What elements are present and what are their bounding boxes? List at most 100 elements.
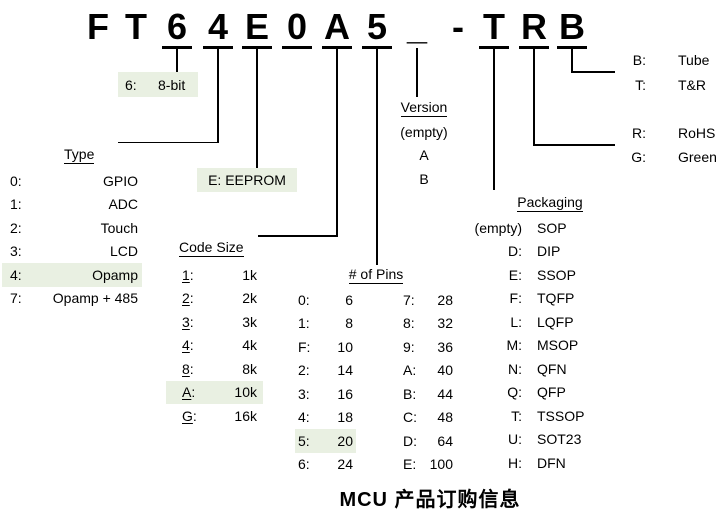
- callout-8bit-key: 6:: [125, 76, 137, 93]
- item-value: ADC: [108, 196, 138, 213]
- part-char: B: [557, 6, 587, 49]
- part-char: R: [519, 6, 549, 49]
- item-value: SSOP: [537, 266, 576, 283]
- list-item: (empty) SOP: [470, 216, 585, 240]
- item-key: C:: [403, 409, 417, 426]
- item-value: MSOP: [537, 337, 579, 354]
- item-value: 18: [337, 409, 353, 426]
- list-item: 0: GPIO: [2, 169, 142, 193]
- item-key: D:: [508, 243, 522, 260]
- item-value: TQFP: [537, 290, 575, 307]
- list-item: 8: 32: [400, 312, 456, 336]
- item-key: 4:: [182, 337, 194, 354]
- item-key: B:: [403, 385, 417, 402]
- connector-line-e: [256, 48, 258, 168]
- code-size-header: Code Size: [179, 239, 244, 257]
- item-key: 6:: [298, 456, 310, 473]
- connector-line-underscore: [416, 48, 418, 97]
- list-item: 2: 14: [295, 359, 356, 383]
- item-value: T&R: [678, 76, 706, 93]
- item-key: F:: [509, 290, 522, 307]
- item-value: 14: [337, 362, 353, 379]
- list-item: 4: 4k: [166, 334, 263, 358]
- item-key: 4:: [298, 409, 310, 426]
- item-key: 3:: [10, 243, 22, 260]
- item-value: 64: [437, 432, 453, 449]
- item-key: 2:: [182, 290, 194, 307]
- callout-eeprom: E: EEPROM: [197, 168, 297, 192]
- list-item: 2: 2k: [166, 287, 263, 311]
- code-size-list: 1: 1k 2: 2k 3: 3k 4: 4k 8: 8k A: 10k G: 16k: [166, 263, 263, 428]
- item-value: 6: [345, 291, 353, 308]
- item-key: 3:: [298, 385, 310, 402]
- list-item: E: 100: [400, 453, 456, 477]
- caption-text: MCU 产品订购信息: [339, 489, 521, 513]
- item-key: 3:: [182, 313, 194, 330]
- item-key: 8:: [182, 360, 194, 377]
- list-item: M: MSOP: [470, 334, 585, 358]
- item-key: T:: [511, 407, 522, 424]
- part-char: 4: [203, 9, 233, 49]
- item-value: 16: [337, 385, 353, 402]
- item-key: 2:: [10, 219, 22, 236]
- item-key: H:: [508, 454, 522, 471]
- list-item: F: 10: [295, 335, 356, 359]
- item-key: G:: [182, 407, 197, 424]
- item-value: LCD: [109, 243, 138, 260]
- item-value: 40: [437, 362, 453, 379]
- item-key: B:: [632, 51, 646, 68]
- item-key: E:: [403, 456, 417, 473]
- caption: MCU 产品订购信息: [310, 483, 550, 513]
- list-item: U: SOT23: [470, 428, 585, 452]
- item-value: SOT23: [537, 431, 582, 448]
- item-key: 5:: [298, 432, 310, 449]
- list-item: G: 16k: [166, 404, 263, 428]
- part-char: A: [322, 6, 352, 49]
- pins-list-col1: 0: 6 1: 8 F: 10 2: 14 3: 16 4: 18 5: 20 6: 24: [295, 288, 356, 476]
- list-item: G: Green: [630, 145, 724, 169]
- list-item: H: DFN: [470, 451, 585, 475]
- item-value: 28: [437, 291, 453, 308]
- connector-line-t: [493, 48, 495, 190]
- item-value: TSSOP: [537, 407, 585, 424]
- connector-line-4-horizontal: [118, 141, 219, 143]
- item-value: 2k: [242, 290, 257, 307]
- item-value: 3k: [242, 313, 257, 330]
- list-item: 2: Touch: [2, 216, 142, 240]
- item-value: 8k: [242, 360, 257, 377]
- version-option: B: [419, 170, 429, 187]
- item-value: DIP: [537, 243, 561, 260]
- item-key: D:: [403, 432, 417, 449]
- item-key: U:: [508, 431, 522, 448]
- list-item: B: Tube: [630, 47, 724, 72]
- item-value: Green: [678, 149, 717, 165]
- item-key: 9:: [403, 338, 415, 355]
- connector-line-r-vertical: [533, 48, 535, 144]
- item-key: T:: [635, 76, 646, 93]
- list-item: 6: 24: [295, 453, 356, 477]
- version-option: (empty): [400, 123, 448, 140]
- item-value: 44: [437, 385, 453, 402]
- item-key: A:: [182, 384, 196, 401]
- part-char: 5: [362, 9, 392, 49]
- item-key: (empty): [474, 219, 522, 236]
- callout-eeprom-label: E: EEPROM: [208, 172, 286, 188]
- item-key: R:: [632, 125, 646, 141]
- item-key: F:: [298, 338, 311, 355]
- list-item: F: TQFP: [470, 287, 585, 311]
- item-value: 48: [437, 409, 453, 426]
- type-list: 0: GPIO 1: ADC 2: Touch 3: LCD 4: Opamp 7: Opamp + …: [2, 169, 142, 310]
- part-char: _: [406, 6, 428, 47]
- item-value: LQFP: [537, 313, 574, 330]
- list-item: N: QFN: [470, 357, 585, 381]
- list-item: D: 64: [400, 429, 456, 453]
- item-key: 2:: [298, 362, 310, 379]
- part-char: 0: [282, 9, 312, 49]
- item-value: GPIO: [102, 172, 138, 189]
- list-item: 7: Opamp + 485: [2, 287, 142, 311]
- item-value: 32: [437, 315, 453, 332]
- version-options-list: (empty) A B: [384, 120, 464, 191]
- list-item: 1: 8: [295, 312, 356, 336]
- pins-header: # of Pins: [348, 266, 404, 284]
